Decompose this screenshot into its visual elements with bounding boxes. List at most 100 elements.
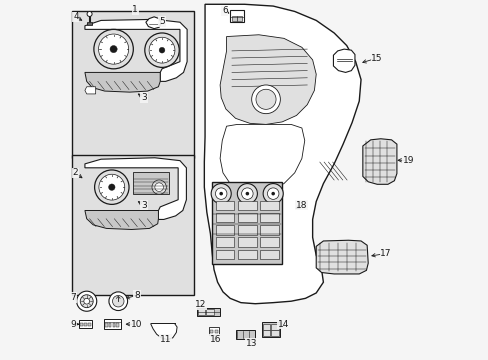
Circle shape bbox=[255, 89, 276, 109]
Circle shape bbox=[267, 188, 278, 199]
Circle shape bbox=[155, 183, 163, 192]
Bar bbox=[86, 22, 92, 25]
Bar bbox=[238, 249, 256, 259]
Bar bbox=[198, 309, 204, 315]
Text: 5: 5 bbox=[159, 17, 164, 26]
Bar bbox=[238, 237, 256, 247]
Polygon shape bbox=[220, 35, 316, 125]
Bar bbox=[210, 330, 213, 333]
Polygon shape bbox=[362, 139, 396, 184]
Circle shape bbox=[77, 291, 97, 311]
Circle shape bbox=[149, 37, 175, 63]
Bar bbox=[104, 319, 121, 329]
Bar bbox=[215, 213, 234, 222]
Circle shape bbox=[94, 170, 129, 204]
Bar bbox=[260, 213, 278, 222]
Text: 4: 4 bbox=[73, 12, 79, 21]
Bar bbox=[116, 323, 119, 327]
Bar bbox=[263, 324, 270, 329]
Bar bbox=[238, 225, 256, 234]
Bar bbox=[215, 237, 234, 247]
Bar bbox=[212, 182, 282, 264]
Text: 9: 9 bbox=[70, 320, 76, 329]
Text: 15: 15 bbox=[371, 54, 382, 63]
Bar bbox=[238, 201, 256, 210]
Circle shape bbox=[109, 292, 127, 311]
Bar bbox=[230, 10, 244, 22]
Bar bbox=[260, 225, 278, 234]
Circle shape bbox=[80, 295, 93, 308]
Text: 2: 2 bbox=[72, 168, 78, 177]
Bar bbox=[79, 320, 92, 328]
Circle shape bbox=[87, 12, 92, 17]
Text: 8: 8 bbox=[134, 291, 140, 300]
Circle shape bbox=[237, 184, 257, 204]
Text: 3: 3 bbox=[141, 93, 147, 102]
Text: 10: 10 bbox=[131, 320, 142, 329]
Circle shape bbox=[263, 184, 283, 204]
Text: 18: 18 bbox=[296, 201, 307, 210]
Circle shape bbox=[241, 188, 253, 199]
Bar bbox=[237, 17, 242, 21]
Polygon shape bbox=[85, 158, 186, 220]
Polygon shape bbox=[85, 211, 158, 229]
Polygon shape bbox=[150, 323, 177, 339]
Circle shape bbox=[211, 184, 231, 204]
Circle shape bbox=[144, 33, 179, 67]
Bar bbox=[197, 308, 220, 316]
Circle shape bbox=[112, 296, 124, 307]
Polygon shape bbox=[204, 4, 360, 304]
Bar bbox=[261, 322, 280, 337]
Bar bbox=[260, 237, 278, 247]
Circle shape bbox=[99, 174, 124, 200]
Text: 14: 14 bbox=[277, 320, 288, 329]
Bar bbox=[208, 327, 219, 335]
Text: 17: 17 bbox=[380, 249, 391, 258]
Text: 16: 16 bbox=[210, 335, 221, 344]
Circle shape bbox=[159, 47, 164, 53]
Bar bbox=[271, 330, 278, 336]
Circle shape bbox=[110, 45, 117, 53]
Circle shape bbox=[215, 188, 226, 199]
Polygon shape bbox=[333, 49, 354, 72]
Polygon shape bbox=[145, 17, 161, 29]
Polygon shape bbox=[220, 125, 304, 192]
Bar bbox=[215, 225, 234, 234]
Text: 13: 13 bbox=[245, 339, 257, 348]
Bar bbox=[214, 330, 217, 333]
Bar bbox=[88, 323, 91, 326]
Bar bbox=[105, 323, 108, 327]
Bar bbox=[260, 249, 278, 259]
Bar bbox=[206, 309, 213, 315]
Bar bbox=[133, 172, 169, 194]
Circle shape bbox=[99, 34, 128, 64]
Polygon shape bbox=[85, 19, 187, 81]
Text: 6: 6 bbox=[222, 6, 227, 15]
Circle shape bbox=[94, 30, 133, 69]
Polygon shape bbox=[85, 87, 96, 94]
Bar bbox=[72, 155, 194, 295]
Bar bbox=[231, 17, 236, 21]
Bar bbox=[72, 12, 194, 158]
Text: 7: 7 bbox=[70, 293, 76, 302]
Text: 19: 19 bbox=[402, 156, 414, 165]
Bar bbox=[271, 324, 278, 329]
Text: 12: 12 bbox=[195, 300, 206, 309]
Text: 3: 3 bbox=[141, 201, 147, 210]
Circle shape bbox=[83, 298, 89, 304]
Text: 1: 1 bbox=[132, 5, 138, 14]
Circle shape bbox=[219, 192, 223, 195]
Bar bbox=[215, 249, 234, 259]
Polygon shape bbox=[85, 72, 160, 92]
Circle shape bbox=[271, 192, 274, 195]
Bar bbox=[109, 323, 111, 327]
Circle shape bbox=[251, 85, 280, 114]
Bar bbox=[215, 201, 234, 210]
Bar bbox=[260, 201, 278, 210]
Bar bbox=[84, 323, 87, 326]
Circle shape bbox=[108, 184, 115, 190]
Text: 11: 11 bbox=[160, 335, 171, 344]
Circle shape bbox=[245, 192, 249, 195]
Bar bbox=[238, 213, 256, 222]
Bar bbox=[80, 323, 83, 326]
